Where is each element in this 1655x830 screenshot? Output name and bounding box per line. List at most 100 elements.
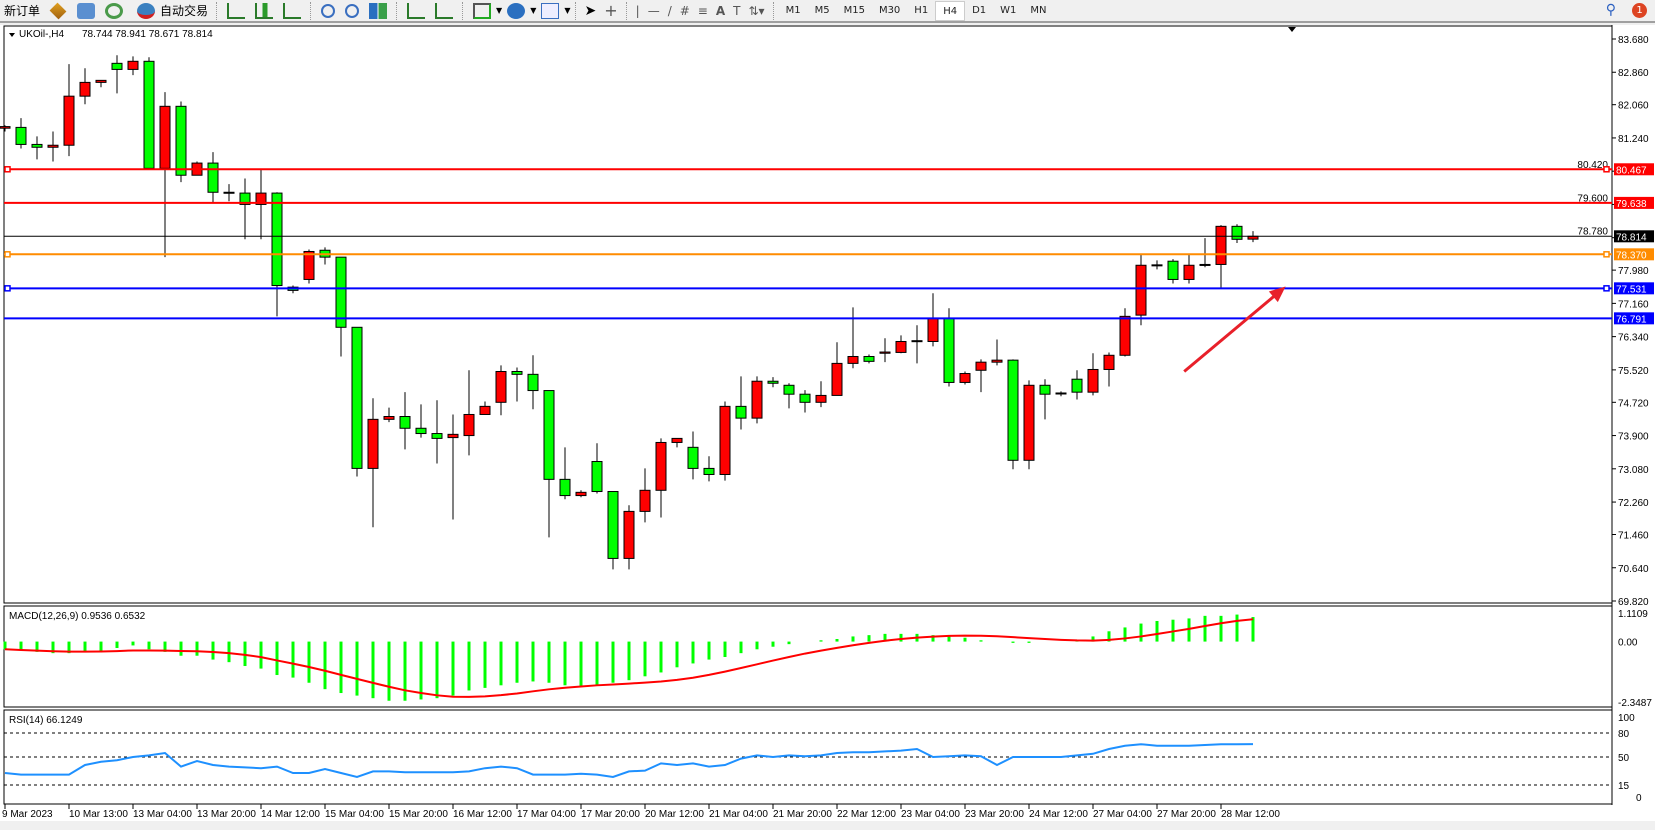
x-tick-label: 15 Mar 20:00 [389,809,448,820]
notifications-button[interactable]: 1 [1632,2,1647,18]
new-order-button[interactable]: 新订单 [0,0,44,21]
candle-body [751,380,763,419]
timeframe-h1[interactable]: H1 [914,4,929,16]
candlestick-icon[interactable] [255,2,274,19]
dropdown-arrow-icon[interactable]: ▼ [564,6,571,15]
zoom-out-icon[interactable] [345,3,360,18]
y-tick-label: 76.340 [1618,333,1649,344]
candle-body [1231,225,1243,240]
dropdown-arrow-icon[interactable]: ▼ [530,6,537,15]
separator [216,1,218,20]
signals-icon[interactable] [105,2,124,19]
candle-body [959,373,971,383]
timeframe-bar: M1 M5 M15 M30 H1 H4 D1 W1 MN [779,0,1054,21]
x-tick-label: 24 Mar 12:00 [1029,809,1088,820]
chart-shift-icon[interactable] [435,2,454,19]
chart-window[interactable]: 83.680 82.860 82.060 81.240 80.420 79.600 78.7… [0,25,1655,827]
candle-body [783,384,795,395]
y-tick-label: 82.860 [1618,68,1649,79]
y-tick-label: 71.460 [1618,531,1649,542]
market-watch-icon[interactable] [49,2,67,19]
y-tick-label: 70.640 [1618,564,1649,575]
y-tick-label: 73.080 [1618,465,1649,476]
line-chart-icon[interactable] [283,2,302,19]
toolbar: 新订单 自动交易 ▼ ▼ ▼ ➤ + | — / # ≡ A T ⇅▾ M1 M5… [0,0,1655,23]
search-icon[interactable]: ⚲ [1605,2,1616,18]
y-tick-label: 73.900 [1618,432,1649,443]
crosshair-icon[interactable]: + [604,1,618,20]
auto-scroll-icon[interactable] [407,2,426,19]
timeframe-d1[interactable]: D1 [972,4,987,16]
candle-body [575,491,587,497]
x-tick-label: 13 Mar 20:00 [197,809,256,820]
auto-trading-icon [137,2,156,19]
indicators-icon[interactable] [473,2,492,19]
trendline-icon[interactable]: / [667,3,672,18]
candle-body [399,416,411,429]
candle-body [47,144,59,148]
y-tick-label: 72.260 [1618,498,1649,509]
text-label-icon[interactable]: T [733,3,741,18]
text-icon[interactable]: A [715,3,726,18]
data-window-icon[interactable] [77,2,96,19]
fibonacci-icon[interactable]: ≡ [697,3,708,18]
zoom-in-icon[interactable] [321,3,336,18]
timeframe-m15[interactable]: M15 [843,4,865,16]
equidistant-channel-icon[interactable]: # [679,3,690,18]
candle-body [1199,263,1211,266]
macd-tick-label: 0.00 [1618,638,1638,649]
x-tick-label: 17 Mar 04:00 [517,809,576,820]
x-tick-label: 9 Mar 2023 [2,809,53,820]
candle-body [79,81,91,97]
candle-body [1007,359,1019,461]
cursor-icon[interactable]: ➤ [584,2,597,19]
candle-body [159,105,171,169]
candle-body [463,413,475,437]
x-tick-label: 16 Mar 12:00 [453,809,512,820]
timeframe-h4[interactable]: H4 [935,0,966,21]
candle-body [735,405,747,419]
vertical-line-icon[interactable]: | [635,3,640,18]
candle-body [1183,264,1195,280]
macd-signal-line [4,618,1254,698]
timeframe-m1[interactable]: M1 [785,4,801,16]
rsi-tick-label: 50 [1618,753,1630,764]
tile-windows-icon[interactable] [369,2,388,19]
y-tick-label: 81.240 [1618,134,1649,145]
timeframe-mn[interactable]: MN [1030,4,1047,16]
new-order-label: 新订单 [4,4,41,18]
arrow-head [1268,286,1286,303]
candle-body [687,446,699,469]
candle-body [895,340,907,353]
auto-trading-button[interactable]: 自动交易 [128,0,212,21]
candle-body [991,359,1003,363]
separator [772,1,775,20]
periods-icon[interactable] [507,2,526,19]
bar-chart-icon[interactable] [227,2,246,19]
candle-body [367,418,379,469]
candle-body [415,427,427,435]
x-tick-label: 17 Mar 20:00 [581,809,640,820]
x-tick-label: 22 Mar 12:00 [837,809,896,820]
timeframe-w1[interactable]: W1 [1000,4,1017,16]
separator [625,1,628,20]
chart-canvas[interactable]: 83.680 82.860 82.060 81.240 80.420 79.600 78.7… [0,25,1655,827]
timeframe-m30[interactable]: M30 [878,4,901,16]
trend-arrow [1183,289,1282,373]
candle-body [671,437,683,443]
candle-body [447,433,459,439]
candle-body [911,340,923,343]
candle-body [1023,384,1035,461]
candle-body [207,162,219,193]
current-price-tag [1614,230,1654,243]
arrows-icon[interactable]: ⇅▾ [748,3,765,18]
x-tick-label: 10 Mar 13:00 [69,809,128,820]
main-pane [3,25,1613,604]
price-level-label: 78.370 [1616,250,1647,261]
dropdown-arrow-icon[interactable]: ▼ [496,6,503,15]
horizontal-line-icon[interactable]: — [647,3,660,18]
current-price-label: 78.814 [1616,232,1647,243]
candle-body [0,126,11,129]
templates-icon[interactable] [541,2,560,19]
timeframe-m5[interactable]: M5 [814,4,830,16]
